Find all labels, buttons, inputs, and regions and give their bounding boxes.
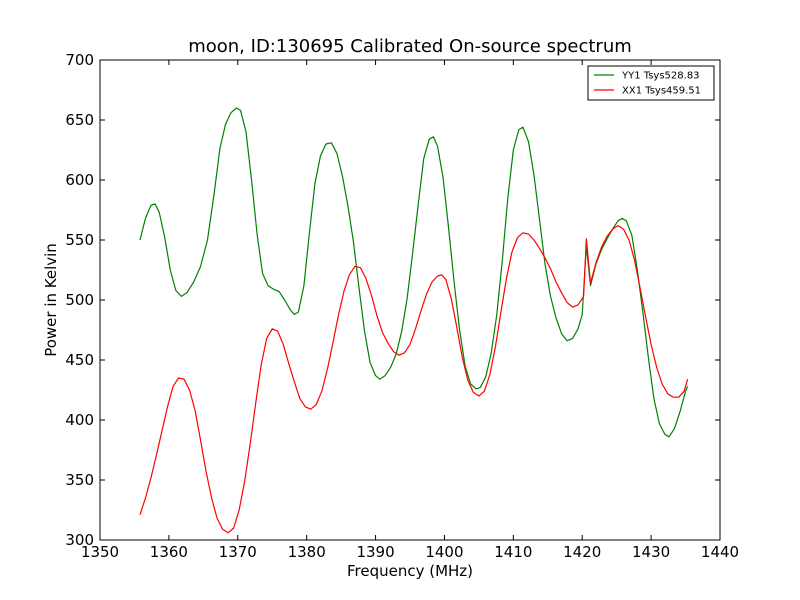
x-tick-label: 1420	[563, 543, 601, 561]
y-tick-label: 550	[65, 231, 94, 249]
x-tick-label: 1410	[494, 543, 532, 561]
y-tick-label: 300	[65, 531, 94, 549]
chart-title: moon, ID:130695 Calibrated On-source spe…	[188, 36, 632, 57]
y-tick-label: 450	[65, 351, 94, 369]
x-tick-label: 1440	[701, 543, 739, 561]
x-tick-label: 1400	[425, 543, 463, 561]
series-line-xx1	[139, 225, 689, 534]
plot-area	[99, 59, 721, 541]
y-axis: 300 350 400 450 500 550 600 650 700	[65, 51, 720, 549]
x-axis: 1350 1360 1370 1380 1390 1400 1410 1420 1430 1440	[81, 60, 739, 561]
x-tick-label: 1360	[150, 543, 188, 561]
x-tick-label: 1370	[219, 543, 257, 561]
y-axis-label: Power in Kelvin	[42, 243, 60, 357]
series-line-yy1	[139, 107, 689, 438]
x-tick-label: 1390	[356, 543, 394, 561]
y-tick-label: 600	[65, 171, 94, 189]
x-tick-label: 1380	[288, 543, 326, 561]
x-axis-label: Frequency (MHz)	[347, 562, 473, 580]
y-tick-label: 700	[65, 51, 94, 69]
x-tick-label: 1430	[632, 543, 670, 561]
legend-label-yy1: YY1 Tsys528.83	[621, 71, 700, 82]
y-tick-label: 500	[65, 291, 94, 309]
x-tick-label: 1350	[81, 543, 119, 561]
legend-frame	[587, 65, 715, 101]
y-tick-label: 350	[65, 471, 94, 489]
y-tick-label: 400	[65, 411, 94, 429]
legend: YY1 Tsys528.83 XX1 Tsys459.51	[587, 65, 715, 101]
y-tick-label: 650	[65, 111, 94, 129]
legend-label-xx1: XX1 Tsys459.51	[622, 86, 701, 97]
